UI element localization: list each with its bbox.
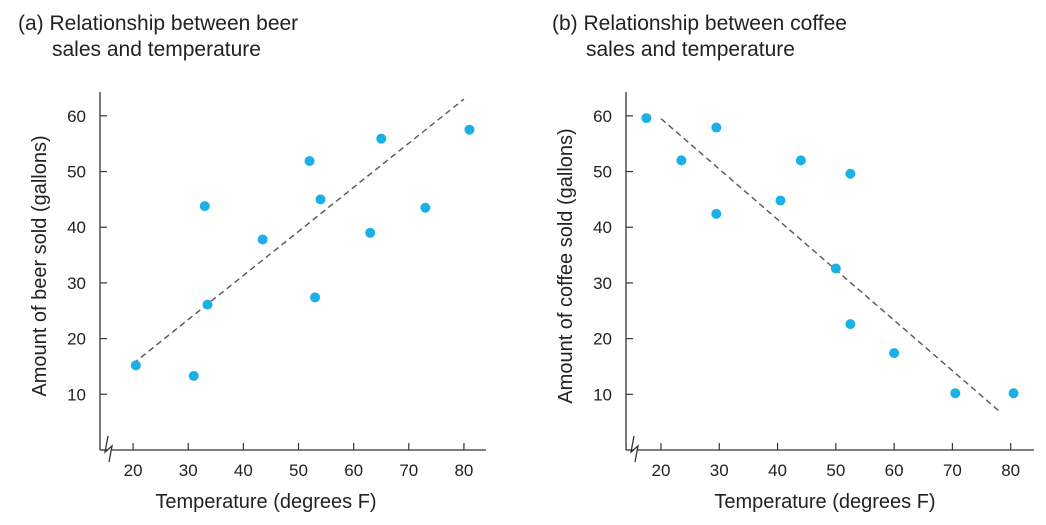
x-tick-label: 60 [885, 461, 904, 480]
x-tick-label: 80 [454, 461, 473, 480]
data-point [711, 122, 722, 133]
x-tick-label: 20 [124, 461, 143, 480]
trend-line [132, 98, 465, 365]
plot-area: 10 20 30 40 50 60 20 30 40 50 60 70 80 [593, 92, 1034, 480]
y-tick-label: 30 [593, 274, 612, 293]
x-tick-label: 30 [710, 461, 729, 480]
axis-break-mark [630, 435, 639, 463]
y-tick-label: 20 [593, 330, 612, 349]
data-point [775, 195, 786, 206]
chart-panel-coffee: (b) Relationship between coffee sales an… [552, 12, 1034, 513]
data-point [315, 194, 326, 205]
data-point [950, 388, 961, 399]
chart-title-line2: sales and temperature [52, 38, 261, 61]
trend-line [660, 118, 1000, 412]
data-point [310, 292, 321, 303]
x-tick-label: 20 [652, 461, 671, 480]
data-point [188, 370, 199, 381]
data-point [199, 201, 210, 212]
x-tick-label: 50 [826, 461, 845, 480]
x-tick-label: 30 [179, 461, 198, 480]
x-tick-label: 40 [234, 461, 253, 480]
y-tick-label: 60 [593, 107, 612, 126]
x-axis-label: Temperature (degrees F) [155, 491, 376, 513]
data-point [830, 263, 841, 274]
data-point [711, 208, 722, 219]
data-point [889, 348, 900, 359]
data-point [257, 234, 268, 245]
chart-title-line1: (b) Relationship between coffee [552, 12, 847, 35]
x-axis-label: Temperature (degrees F) [714, 491, 935, 513]
y-tick-label: 30 [67, 274, 86, 293]
data-point [420, 202, 431, 213]
data-point [130, 360, 141, 371]
x-tick-label: 60 [344, 461, 363, 480]
y-tick-label: 20 [67, 330, 86, 349]
data-point [376, 133, 387, 144]
y-axis-label: Amount of coffee sold (gallons) [555, 128, 577, 403]
x-tick-label: 70 [943, 461, 962, 480]
chart-panel-beer: (a) Relationship between beer sales and … [18, 12, 486, 513]
y-tick-label: 10 [593, 385, 612, 404]
data-point [304, 155, 315, 166]
data-point [202, 299, 213, 310]
x-tick-label: 70 [399, 461, 418, 480]
y-tick-label: 40 [67, 218, 86, 237]
data-point [676, 155, 687, 166]
data-point [845, 319, 856, 330]
y-axis-label: Amount of beer sold (gallons) [29, 135, 51, 396]
x-tick-label: 40 [768, 461, 787, 480]
plot-area: 10 20 30 40 50 60 20 30 40 50 60 70 80 [67, 92, 486, 480]
data-point [641, 113, 652, 124]
chart-title-line1: (a) Relationship between beer [18, 12, 298, 35]
chart-title-line2: sales and temperature [586, 38, 795, 61]
data-point [365, 227, 376, 238]
x-tick-label: 50 [289, 461, 308, 480]
data-point [845, 168, 856, 179]
x-tick-label: 80 [1001, 461, 1020, 480]
y-tick-label: 40 [593, 218, 612, 237]
y-tick-label: 50 [593, 163, 612, 182]
data-point [1008, 388, 1019, 399]
data-point [464, 124, 475, 135]
y-tick-label: 50 [67, 163, 86, 182]
axis-break-mark [104, 435, 113, 463]
data-point [795, 155, 806, 166]
y-tick-label: 60 [67, 107, 86, 126]
y-tick-label: 10 [67, 385, 86, 404]
